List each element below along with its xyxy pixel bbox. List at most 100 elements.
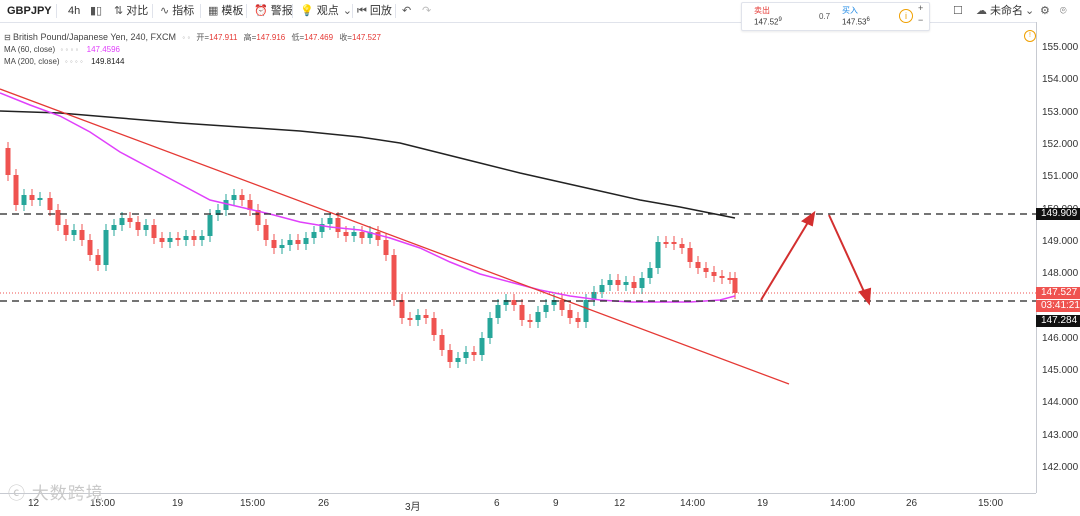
replay-label: 回放 [369,5,392,17]
warning-icon[interactable]: ! [1024,30,1036,42]
compare-icon: ⇅ [114,4,124,17]
candle-body [13,175,19,205]
candle-body [71,230,77,235]
price-axis[interactable] [1036,22,1080,493]
sell-label[interactable]: 卖出 [754,6,770,15]
time-axis-label: 12 [614,498,626,509]
candle-body [511,300,517,305]
minus-button[interactable]: − [918,15,924,25]
redo-button[interactable]: ↷ [422,0,434,22]
candle-body [279,245,285,248]
undo-button[interactable]: ↶ [402,0,414,22]
candle-body [479,338,485,355]
candle-body [95,255,101,265]
candle-body [543,305,549,312]
buy-price[interactable]: 147.536 [842,17,870,27]
candle-body [151,225,157,238]
candle-body [639,278,645,288]
plus-button[interactable]: + [918,3,924,13]
high-value: 147.916 [256,33,286,42]
replay-button[interactable]: ⏮ 回放 [357,0,392,22]
candle-body [327,218,333,224]
candle-body [487,318,493,338]
price-axis-label: 143.000 [1042,429,1079,441]
price-axis-label: 146.000 [1042,332,1079,344]
undo-icon: ↶ [402,4,412,17]
candle-body [159,238,165,242]
time-axis-label: 3月 [405,502,421,513]
candle-body [399,300,405,318]
symbol-search[interactable]: GBPJPY [7,5,52,17]
candle-body [732,278,738,293]
candle-body [335,218,341,232]
candles-layer [5,142,738,368]
candle-body [311,232,317,238]
legend-dots-icon[interactable]: ◦ ◦ [182,33,191,42]
collapse-icon[interactable]: ⊟ [4,33,11,42]
time-axis-label: 19 [172,498,184,509]
time-axis[interactable] [0,493,1036,516]
candle-body [247,200,253,210]
layout-name: 未命名 [990,5,1023,17]
candle-body [463,352,469,358]
interval-button[interactable]: 4h [68,5,81,17]
settings-button[interactable]: ⚙ [1040,0,1053,22]
legend-title: British Pound/Japanese Yen, 240, FXCM [12,32,177,42]
candle-body [223,200,229,210]
fullscreen-button[interactable]: ☐ [953,0,966,22]
info-icon[interactable]: i [899,9,913,23]
candle-body [87,240,93,255]
candle-body [687,248,693,262]
ma60-legend[interactable]: MA (60, close) ◦ ◦ ◦ ◦ 147.4596 [4,45,120,54]
candle-body [143,225,149,230]
candle-body [519,305,525,320]
compare-button[interactable]: ⇅ 对比 [114,0,148,22]
price-axis-label: 154.000 [1042,74,1079,86]
time-axis-label: 15:00 [90,498,116,509]
ma200-options-icon[interactable]: ◦ ◦ ◦ ◦ [64,57,83,66]
indicators-button[interactable]: ∿ 指标 [160,0,194,22]
price-axis-label: 149.000 [1042,235,1079,247]
candle-body [351,232,357,236]
snapshot-button[interactable]: ⌾ [1060,0,1070,22]
redo-icon: ↷ [422,4,432,17]
candle-body [431,318,437,335]
candle-body [727,278,733,280]
candle-body [295,240,301,244]
candle-body [103,230,109,265]
buy-label[interactable]: 买入 [842,6,858,15]
sell-price[interactable]: 147.529 [754,17,782,27]
price-axis-label: 151.000 [1042,171,1079,183]
candle-body [79,230,85,240]
candle-body [239,195,245,200]
ma200-legend[interactable]: MA (200, close) ◦ ◦ ◦ ◦ 149.8144 [4,57,124,66]
chart-type-button[interactable]: ▮▯ [90,0,105,22]
ma60-options-icon[interactable]: ◦ ◦ ◦ ◦ [60,45,79,54]
candle-body [591,292,597,300]
alarm-icon: ⏰ [254,4,268,17]
lightbulb-icon: 💡 [300,4,314,17]
candle-body [599,285,605,292]
candle-body [631,282,637,288]
cloud-icon: ☁ [976,4,987,17]
ma60-line [0,92,736,303]
spread-value: 0.7 [819,12,831,21]
candle-body [175,238,181,240]
watermark-logo: ⓒ 大数跨境 [8,479,104,504]
close-key: 收= [339,33,352,42]
candle-body [207,215,213,236]
toolbar-divider [395,4,396,18]
candle-body [559,300,565,310]
templates-button[interactable]: ▦ 模板 [208,0,243,22]
alert-button[interactable]: ⏰ 警报 [254,0,293,22]
candle-body [583,300,589,322]
candle-body [407,318,413,320]
ma60-label: MA (60, close) [4,45,56,54]
chevron-down-icon: ⌄ [1025,4,1035,17]
replay-icon: ⏮ [357,4,367,17]
layout-save-button[interactable]: ☁ 未命名 ⌄ [976,0,1037,22]
candle-body [5,148,11,175]
ideas-button[interactable]: 💡 观点 ⌄ [300,0,355,22]
candle-body [575,318,581,322]
